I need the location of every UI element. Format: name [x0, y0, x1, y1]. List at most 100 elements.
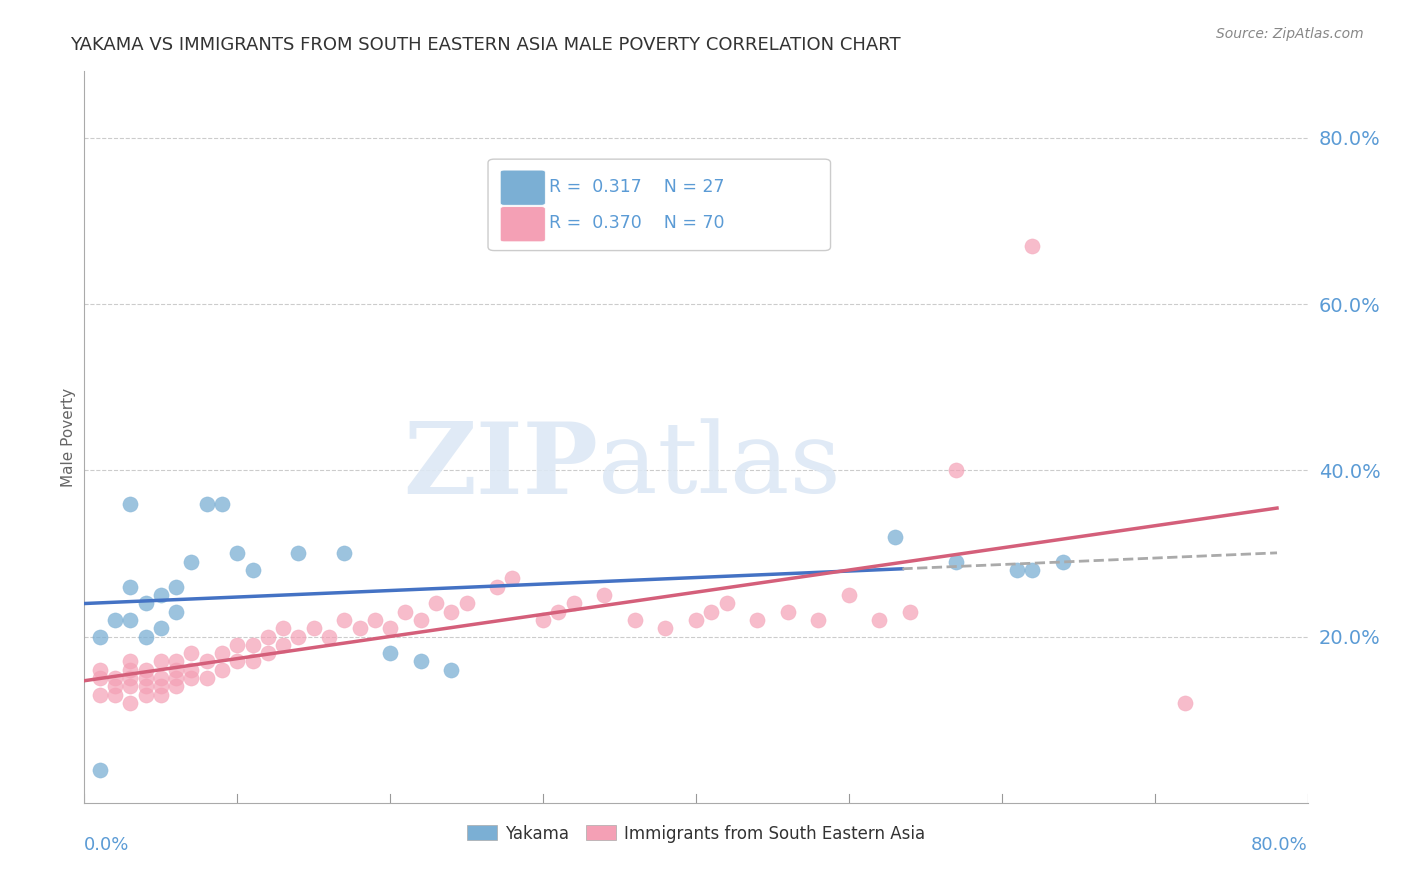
Point [195, 497, 218, 511]
Text: 0.0%: 0.0% [84, 836, 129, 854]
Text: 80.0%: 80.0% [1251, 836, 1308, 854]
Point [135, 663, 157, 677]
Point [226, 655, 249, 669]
Point [945, 555, 967, 569]
Text: atlas: atlas [598, 418, 841, 514]
Point [716, 596, 738, 610]
Point [242, 655, 264, 669]
Point [104, 671, 127, 685]
Point [135, 680, 157, 694]
Point [440, 605, 463, 619]
FancyBboxPatch shape [488, 159, 831, 251]
Point [120, 580, 142, 594]
Point [302, 621, 325, 635]
Point [89, 763, 111, 777]
Point [149, 680, 172, 694]
Point [135, 630, 157, 644]
Point [89, 630, 111, 644]
Point [180, 646, 202, 660]
Point [364, 613, 387, 627]
Point [120, 680, 142, 694]
Point [120, 696, 142, 710]
Point [1021, 239, 1043, 253]
Point [120, 655, 142, 669]
Point [149, 655, 172, 669]
Point [547, 605, 569, 619]
Point [562, 596, 585, 610]
Point [593, 588, 616, 602]
Point [333, 613, 356, 627]
Y-axis label: Male Poverty: Male Poverty [60, 387, 76, 487]
Point [409, 613, 432, 627]
Legend: Yakama, Immigrants from South Eastern Asia: Yakama, Immigrants from South Eastern As… [460, 818, 932, 849]
Text: R =  0.317    N = 27: R = 0.317 N = 27 [550, 178, 724, 196]
Point [380, 621, 402, 635]
Point [104, 613, 127, 627]
Point [120, 497, 142, 511]
Point [89, 671, 111, 685]
Point [486, 580, 509, 594]
Point [149, 621, 172, 635]
Point [149, 588, 172, 602]
Point [165, 580, 187, 594]
Point [165, 605, 187, 619]
Point [242, 638, 264, 652]
Point [1174, 696, 1197, 710]
Point [883, 530, 905, 544]
Text: YAKAMA VS IMMIGRANTS FROM SOUTH EASTERN ASIA MALE POVERTY CORRELATION CHART: YAKAMA VS IMMIGRANTS FROM SOUTH EASTERN … [70, 36, 901, 54]
Point [165, 663, 187, 677]
Point [531, 613, 554, 627]
Point [898, 605, 921, 619]
Point [1052, 555, 1074, 569]
Point [104, 688, 127, 702]
Point [425, 596, 447, 610]
Point [287, 630, 309, 644]
Point [89, 663, 111, 677]
Point [502, 571, 524, 585]
Point [120, 663, 142, 677]
Point [700, 605, 723, 619]
Text: Source: ZipAtlas.com: Source: ZipAtlas.com [1216, 27, 1364, 41]
Point [1005, 563, 1028, 577]
Point [211, 663, 233, 677]
Text: ZIP: ZIP [404, 417, 598, 515]
Point [226, 546, 249, 560]
Point [747, 613, 769, 627]
Point [456, 596, 478, 610]
Point [287, 546, 309, 560]
Point [685, 613, 707, 627]
Point [409, 655, 432, 669]
Point [654, 621, 676, 635]
Point [180, 555, 202, 569]
Point [318, 630, 340, 644]
Point [135, 688, 157, 702]
Point [271, 621, 294, 635]
Point [226, 638, 249, 652]
Point [120, 671, 142, 685]
Point [271, 638, 294, 652]
FancyBboxPatch shape [501, 207, 546, 242]
Point [1021, 563, 1043, 577]
Point [120, 613, 142, 627]
Point [257, 630, 280, 644]
Point [180, 663, 202, 677]
Point [349, 621, 371, 635]
FancyBboxPatch shape [501, 170, 546, 205]
Point [333, 546, 356, 560]
Point [165, 655, 187, 669]
Point [104, 680, 127, 694]
Point [945, 463, 967, 477]
Point [195, 655, 218, 669]
Point [257, 646, 280, 660]
Point [195, 671, 218, 685]
Point [624, 613, 647, 627]
Point [869, 613, 891, 627]
Point [135, 671, 157, 685]
Point [440, 663, 463, 677]
Point [807, 613, 830, 627]
Point [180, 671, 202, 685]
Point [149, 671, 172, 685]
Point [89, 688, 111, 702]
Point [165, 671, 187, 685]
Point [380, 646, 402, 660]
